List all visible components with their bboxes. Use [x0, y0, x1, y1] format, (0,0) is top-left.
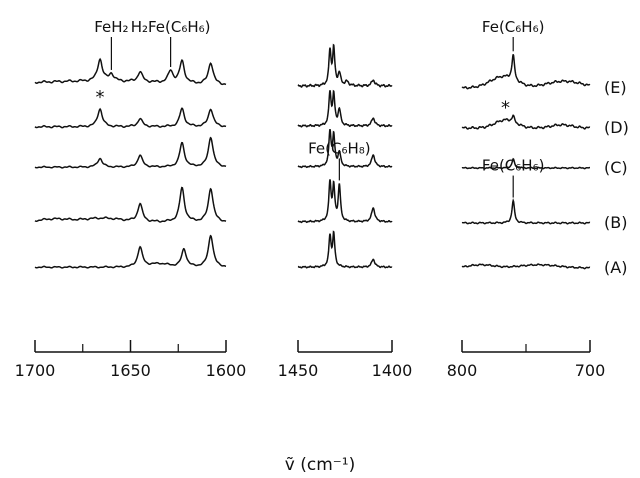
peak-annotation: Fe(C₆H₆) [482, 18, 545, 36]
spectrum-E-panel-1 [34, 57, 227, 86]
spectrum-A-panel-3 [461, 263, 591, 270]
spectrum-B-panel-2 [297, 179, 393, 224]
asterisk-marker: * [501, 98, 510, 119]
spectrum-C-panel-3 [461, 157, 590, 170]
trace-labels: (E) (D) (C) (B) (A) [604, 78, 629, 277]
spectrum-A-panel-2 [297, 230, 393, 269]
peak-annotation: FeH₂ [94, 18, 128, 36]
tick-label: 1400 [372, 361, 413, 380]
spectrum-D-panel-1 [34, 107, 227, 129]
peak-annotation: H₂Fe(C₆H₆) [131, 18, 211, 36]
trace-label: (D) [604, 118, 629, 137]
trace-label: (E) [604, 78, 627, 97]
peak-annotation: Fe(C₆H₈) [308, 139, 371, 157]
tick-label: 700 [575, 361, 606, 380]
spectrum-C-panel-2 [297, 129, 393, 169]
tick-label: 1700 [15, 361, 56, 380]
frequency-axes: 1700 1650 1600 1450 1400 800 700 [15, 340, 606, 380]
trace-label: (C) [604, 158, 628, 177]
tick-label: 1650 [110, 361, 151, 380]
tick-label: 1450 [278, 361, 319, 380]
asterisk-marker: * [95, 87, 104, 108]
peak-annotations: FeH₂ H₂Fe(C₆H₆) Fe(C₆H₆) * * Fe(C₆H₈) Fe(C₆H₆) [94, 18, 544, 198]
spectrum-C-panel-1 [34, 136, 227, 169]
spectrum-B-panel-1 [34, 186, 227, 223]
tick-label: 1600 [206, 361, 247, 380]
spectrum-D-panel-3 [461, 114, 591, 130]
spectrum-E-panel-2 [297, 43, 393, 88]
spectrum-A-panel-1 [34, 234, 227, 269]
spectrum-E-panel-3 [461, 54, 591, 90]
trace-label: (A) [604, 258, 627, 277]
peak-annotation: Fe(C₆H₆) [482, 157, 545, 175]
tick-label: 800 [447, 361, 478, 380]
spectra-traces [34, 43, 591, 270]
trace-label: (B) [604, 213, 627, 232]
spectrum-D-panel-2 [297, 89, 393, 128]
spectrum-B-panel-3 [461, 197, 591, 225]
x-axis-label: ṽ (cm⁻¹) [285, 455, 355, 475]
